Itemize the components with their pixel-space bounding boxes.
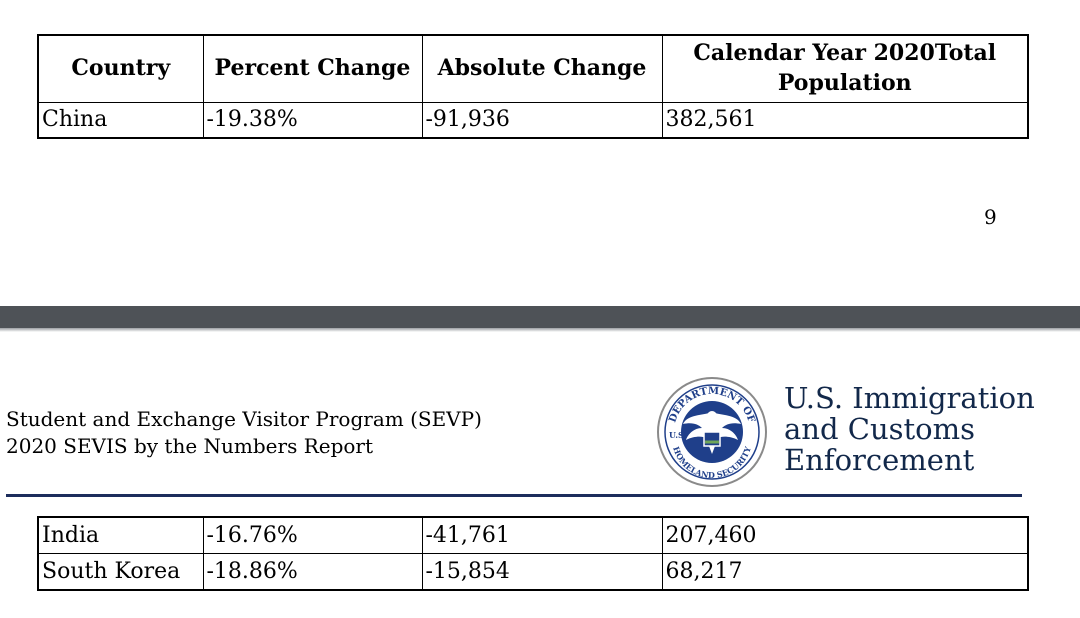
table-row: South Korea -18.86% -15,854 68,217 [37, 553, 1029, 591]
page-break-shadow [0, 328, 1080, 332]
agency-line1: U.S. Immigration [784, 381, 1035, 415]
dhs-seal-icon: DEPARTMENT OF HOMELAND SECURITY U.S. [657, 377, 767, 487]
cell-total-population: 68,217 [661, 553, 1029, 591]
cell-percent-change: -16.76% [202, 516, 423, 554]
header-country: Country [37, 34, 204, 103]
report-title-line2: 2020 SEVIS by the Numbers Report [6, 434, 374, 458]
agency-line2: and Customs [784, 412, 975, 446]
cell-absolute-change: -91,936 [421, 102, 663, 139]
agency-name: U.S. Immigration and Customs Enforcement [784, 383, 1035, 476]
header-absolute-change: Absolute Change [421, 34, 663, 103]
agency-line3: Enforcement [784, 443, 975, 477]
cell-country: South Korea [37, 553, 204, 591]
report-title-line1: Student and Exchange Visitor Program (SE… [6, 407, 482, 431]
cell-percent-change: -19.38% [202, 102, 423, 139]
page-number: 9 [984, 205, 997, 229]
report-title: Student and Exchange Visitor Program (SE… [6, 406, 482, 460]
header-percent-change: Percent Change [202, 34, 423, 103]
cell-absolute-change: -15,854 [421, 553, 663, 591]
header-total-population: Calendar Year 2020Total Population [661, 34, 1029, 103]
table-row: China -19.38% -91,936 382,561 [37, 102, 1029, 139]
cell-absolute-change: -41,761 [421, 516, 663, 554]
cell-percent-change: -18.86% [202, 553, 423, 591]
header-rule [6, 494, 1022, 497]
cell-country: China [37, 102, 204, 139]
table-row: India -16.76% -41,761 207,460 [37, 516, 1029, 554]
cell-total-population: 382,561 [661, 102, 1029, 139]
cell-country: India [37, 516, 204, 554]
table-header-row: Country Percent Change Absolute Change C… [37, 34, 1029, 103]
top-data-table: Country Percent Change Absolute Change C… [37, 34, 1029, 139]
seal-text-left: U.S. [669, 430, 687, 440]
cell-total-population: 207,460 [661, 516, 1029, 554]
page-break-bar [0, 306, 1080, 328]
bottom-data-table: India -16.76% -41,761 207,460 South Kore… [37, 516, 1029, 591]
